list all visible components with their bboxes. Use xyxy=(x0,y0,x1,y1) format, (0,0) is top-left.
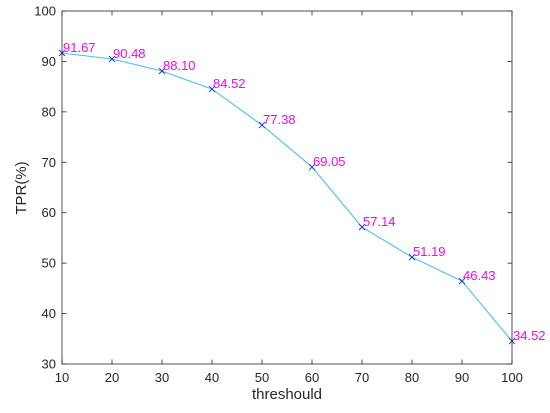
x-tick-label: 30 xyxy=(155,370,169,385)
x-tick-label: 80 xyxy=(405,370,419,385)
y-tick-label: 60 xyxy=(42,205,56,220)
data-point-marker xyxy=(308,163,316,171)
y-tick-label: 70 xyxy=(42,155,56,170)
data-label: 77.38 xyxy=(263,112,296,127)
marker-stroke xyxy=(208,85,216,93)
data-point-marker xyxy=(408,253,416,261)
axis-ticks xyxy=(61,10,513,365)
data-label: 91.67 xyxy=(63,40,96,55)
x-tick-label: 10 xyxy=(55,370,69,385)
data-label: 88.10 xyxy=(163,58,196,73)
data-label: 90.48 xyxy=(113,46,146,61)
y-tick-label: 100 xyxy=(34,4,56,19)
marker-stroke xyxy=(358,223,366,231)
y-tick-label: 40 xyxy=(42,306,56,321)
y-tick-label: 90 xyxy=(42,54,56,69)
series-layer: 91.67 90.48 88.10 84.52 77.38 69.05 57.14 51.19… xyxy=(58,40,546,345)
marker-stroke xyxy=(308,163,316,171)
marker-stroke xyxy=(158,67,166,75)
x-axis-label: threshould xyxy=(252,386,322,403)
data-point-marker xyxy=(108,55,116,63)
data-label: 84.52 xyxy=(213,76,246,91)
x-tick-label: 70 xyxy=(355,370,369,385)
marker-stroke xyxy=(458,277,466,285)
plot-area xyxy=(62,11,512,364)
y-tick-label: 30 xyxy=(42,357,56,372)
data-label: 46.43 xyxy=(463,268,496,283)
data-point-marker xyxy=(458,277,466,285)
y-tick-label: 50 xyxy=(42,256,56,271)
x-tick-label: 20 xyxy=(105,370,119,385)
data-point-marker xyxy=(358,223,366,231)
marker-stroke xyxy=(408,253,416,261)
marker-stroke xyxy=(108,55,116,63)
y-tick-label: 80 xyxy=(42,104,56,119)
data-label: 34.52 xyxy=(513,328,546,343)
y-axis-label: TPR(%) xyxy=(13,161,30,214)
data-point-marker xyxy=(258,121,266,129)
plot-frame xyxy=(61,10,513,365)
data-label: 69.05 xyxy=(313,154,346,169)
marker-stroke xyxy=(258,121,266,129)
data-label: 57.14 xyxy=(363,214,396,229)
data-point-marker xyxy=(208,85,216,93)
data-label: 51.19 xyxy=(413,244,446,259)
x-tick-label: 50 xyxy=(255,370,269,385)
series-line xyxy=(61,52,513,342)
x-tick-label: 40 xyxy=(205,370,219,385)
x-tick-label: 90 xyxy=(455,370,469,385)
data-point-marker xyxy=(158,67,166,75)
x-tick-label: 60 xyxy=(305,370,319,385)
x-tick-label: 100 xyxy=(501,370,523,385)
tick-labels: 10 20 30 40 50 60 70 80 90 100 30 40 50 60 70 80 90 100 xyxy=(34,4,523,386)
